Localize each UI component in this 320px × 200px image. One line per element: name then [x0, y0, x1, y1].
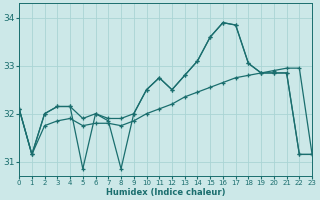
X-axis label: Humidex (Indice chaleur): Humidex (Indice chaleur)	[106, 188, 225, 197]
